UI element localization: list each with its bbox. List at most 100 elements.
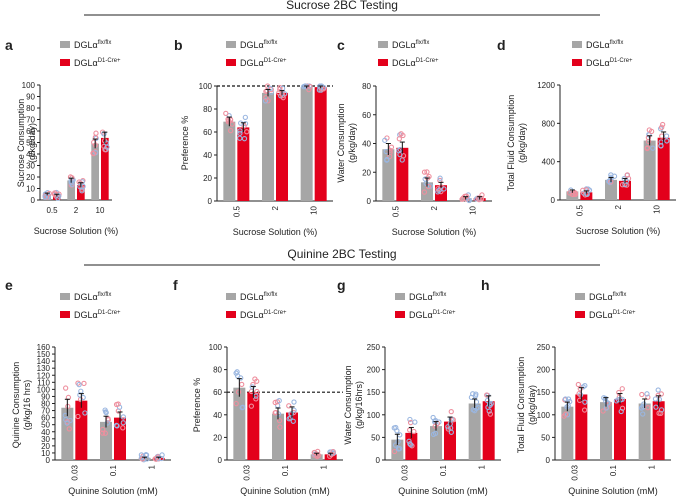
data-point xyxy=(639,391,645,398)
data-point xyxy=(316,87,323,93)
legend-swatch-cre xyxy=(575,311,585,318)
y-tick-label: 20 xyxy=(203,174,212,183)
y-tick-label: 250 xyxy=(367,343,381,352)
y-tick-label: 400 xyxy=(542,158,556,167)
data-point xyxy=(400,132,406,139)
y-tick-label: 800 xyxy=(542,119,556,128)
data-point xyxy=(286,403,292,409)
y-tick-label: 80 xyxy=(213,366,222,375)
legend: DGLαflx/flx DGLαD1-Cre+ xyxy=(575,292,636,320)
y-axis-label: Quinine Consumption xyxy=(11,362,21,449)
data-point xyxy=(572,191,578,197)
panels: a DGLαflx/flxDGLαD1-Cre+01020304050607080… xyxy=(5,37,676,496)
legend-swatch-cre xyxy=(226,59,236,66)
y-tick-label: 0 xyxy=(218,456,223,465)
x-tick-label: 0.03 xyxy=(242,464,251,480)
data-point xyxy=(254,388,260,395)
data-point xyxy=(102,430,108,436)
legend-label-wt: DGLαflx/flx xyxy=(240,292,277,302)
bar-cre xyxy=(396,147,409,201)
x-axis-label: Sucrose Solution (%) xyxy=(233,227,318,237)
legend: DGLαflx/flx DGLαD1-Cre+ xyxy=(60,292,121,320)
x-tick-label: 0.5 xyxy=(575,204,584,216)
data-point xyxy=(253,396,259,402)
y-tick-label: 30 xyxy=(26,162,35,171)
bar-wt xyxy=(382,149,395,201)
bar-wt xyxy=(61,407,74,460)
data-point xyxy=(263,95,269,101)
panel-label: c xyxy=(337,37,345,53)
legend-label-cre: DGLαD1-Cre+ xyxy=(392,58,439,68)
data-point xyxy=(645,394,651,400)
data-point xyxy=(562,396,569,402)
bar-wt xyxy=(300,87,313,201)
data-point xyxy=(79,188,85,194)
data-point xyxy=(396,147,402,154)
y-tick-label: 100 xyxy=(37,385,51,394)
data-point xyxy=(90,150,97,157)
bar-cre xyxy=(314,87,327,201)
data-point xyxy=(575,381,582,388)
data-point xyxy=(241,123,247,129)
x-tick-label: 0.1 xyxy=(609,464,618,476)
y-tick-label: 0 xyxy=(31,196,36,205)
data-point xyxy=(307,83,313,90)
y-tick-label: 150 xyxy=(367,388,381,397)
data-point xyxy=(487,411,494,417)
legend-sup-wt: flx/flx xyxy=(98,40,112,46)
legend-label-cre: DGLαD1-Cre+ xyxy=(240,58,287,68)
bar-wt xyxy=(605,179,617,200)
x-tick-label: 0.03 xyxy=(400,464,409,480)
data-point xyxy=(655,387,661,393)
y-tick-label: 0 xyxy=(367,197,372,206)
panel-e: e DGLαflx/flx DGLαD1-Cre+ 01020304050607080… xyxy=(5,277,171,496)
y-tick-label: 80 xyxy=(26,104,35,113)
data-point xyxy=(616,389,622,396)
data-point xyxy=(565,396,572,402)
data-point xyxy=(254,378,260,384)
data-point xyxy=(152,456,158,462)
y-tick-label: 100 xyxy=(367,411,381,420)
y-axis-label: Preference % xyxy=(192,378,202,433)
legend-sup-wt: flx/flx xyxy=(98,292,112,298)
y-axis-unit: (g/kg/16hrs) xyxy=(354,381,364,429)
legend-swatch-wt xyxy=(60,293,70,300)
legend-swatch-cre xyxy=(60,59,70,66)
panel-label: h xyxy=(481,277,490,293)
y-tick-label: 150 xyxy=(537,388,551,397)
data-point xyxy=(239,405,245,411)
y-tick-label: 110 xyxy=(37,378,50,387)
bar-cre xyxy=(276,92,288,201)
y-tick-label: 20 xyxy=(213,433,222,442)
x-tick-label: 2 xyxy=(74,206,79,215)
bar-cre xyxy=(101,137,109,200)
data-point xyxy=(100,426,106,433)
data-point xyxy=(567,190,573,196)
y-axis-title: Total Fluid Consumption (g/kg/day) xyxy=(516,357,537,454)
data-point xyxy=(286,416,292,422)
y-tick-label: 150 xyxy=(37,350,51,359)
y-axis-label: Total Fluid Consumption xyxy=(516,357,526,454)
y-tick-label: 200 xyxy=(537,366,551,375)
y-axis-title: Preference % xyxy=(180,116,190,171)
x-tick-label: 10 xyxy=(653,204,662,213)
y-tick-label: 40 xyxy=(213,411,222,420)
y-tick-label: 140 xyxy=(37,357,51,366)
data-point xyxy=(64,420,70,426)
data-point xyxy=(425,183,432,190)
panel-label: f xyxy=(173,277,178,293)
data-point xyxy=(473,391,479,397)
y-tick-label: 160 xyxy=(37,343,51,352)
y-tick-label: 100 xyxy=(209,343,223,352)
data-point xyxy=(435,186,441,192)
data-point xyxy=(466,197,472,204)
data-point xyxy=(562,411,569,417)
panel-f: f DGLαflx/flx DGLαD1-Cre+ 0 20 40 60 80 100 Prefe… xyxy=(173,277,343,496)
y-tick-label: 40 xyxy=(41,428,50,437)
data-point xyxy=(288,411,294,417)
panel-label: b xyxy=(174,37,183,53)
y-tick-label: 1200 xyxy=(537,81,555,90)
data-point xyxy=(640,411,646,417)
legend-sup-cre: D1-Cre+ xyxy=(613,310,636,316)
data-point xyxy=(613,398,620,404)
